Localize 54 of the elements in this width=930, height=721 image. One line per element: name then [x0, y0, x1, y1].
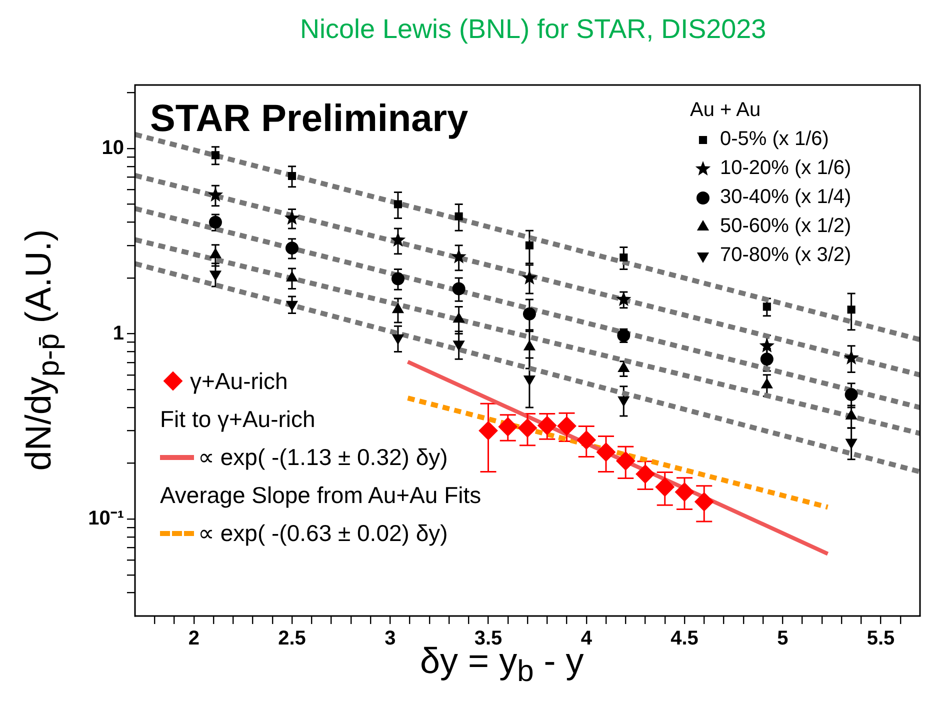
point [620, 253, 628, 262]
point [844, 388, 858, 402]
legend-label: γ+Au-rich [190, 367, 288, 396]
point [762, 302, 771, 311]
point [844, 350, 859, 364]
x-tick-label: 5 [777, 628, 788, 650]
legend-label: ∝ exp( -(0.63 ± 0.02) δy) [198, 519, 448, 548]
annotation: Average Slope from Au+Au Fits [160, 481, 482, 510]
legend-title: Au + Au [690, 98, 762, 123]
legend-label: 0-5% (x 1/6) [720, 127, 829, 152]
point [208, 216, 222, 229]
point [522, 307, 536, 320]
point [454, 212, 463, 220]
legend-label: 70-80% (x 3/2) [720, 243, 852, 268]
x-tick-label: 4.5 [670, 628, 698, 650]
point [392, 303, 404, 314]
point [390, 232, 406, 247]
point [453, 312, 465, 323]
point [452, 282, 466, 296]
point [210, 248, 222, 258]
x-tick-label: 2.5 [278, 628, 306, 650]
point [522, 270, 538, 284]
y-tick-label: 1 [112, 322, 124, 344]
point [391, 272, 404, 286]
point [392, 334, 404, 344]
point [759, 338, 775, 352]
point [286, 242, 298, 255]
legend-label: ∝ exp( -(1.13 ± 0.32) δy) [198, 443, 448, 472]
point [394, 200, 402, 208]
y-tick-label: 10⁻¹ [88, 508, 124, 530]
legend-label: 50-60% (x 1/2) [720, 214, 852, 239]
point [847, 306, 856, 314]
y-tick-label: 10 [102, 136, 124, 159]
annotation: Fit to γ+Au-rich [160, 405, 316, 434]
point [288, 172, 296, 180]
point [451, 248, 466, 264]
point [846, 438, 858, 449]
point [760, 352, 774, 366]
point [208, 187, 224, 202]
x-tick-label: 4 [580, 628, 593, 650]
point [846, 410, 858, 420]
legend-label: 10-20% (x 1/6) [720, 156, 852, 181]
point [618, 396, 630, 406]
legend-label: 30-40% (x 1/4) [720, 185, 852, 210]
annotation: STAR Preliminary [150, 98, 468, 141]
x-tick-label: 2 [188, 628, 200, 650]
point [284, 210, 300, 225]
x-tick-label: 5.5 [866, 628, 895, 650]
point [616, 292, 632, 306]
point [525, 241, 534, 250]
x-tick-label: 3 [384, 628, 396, 650]
point [286, 300, 298, 311]
chart-title: Nicole Lewis (BNL) for STAR, DIS2023 [300, 14, 766, 45]
point [211, 151, 220, 160]
